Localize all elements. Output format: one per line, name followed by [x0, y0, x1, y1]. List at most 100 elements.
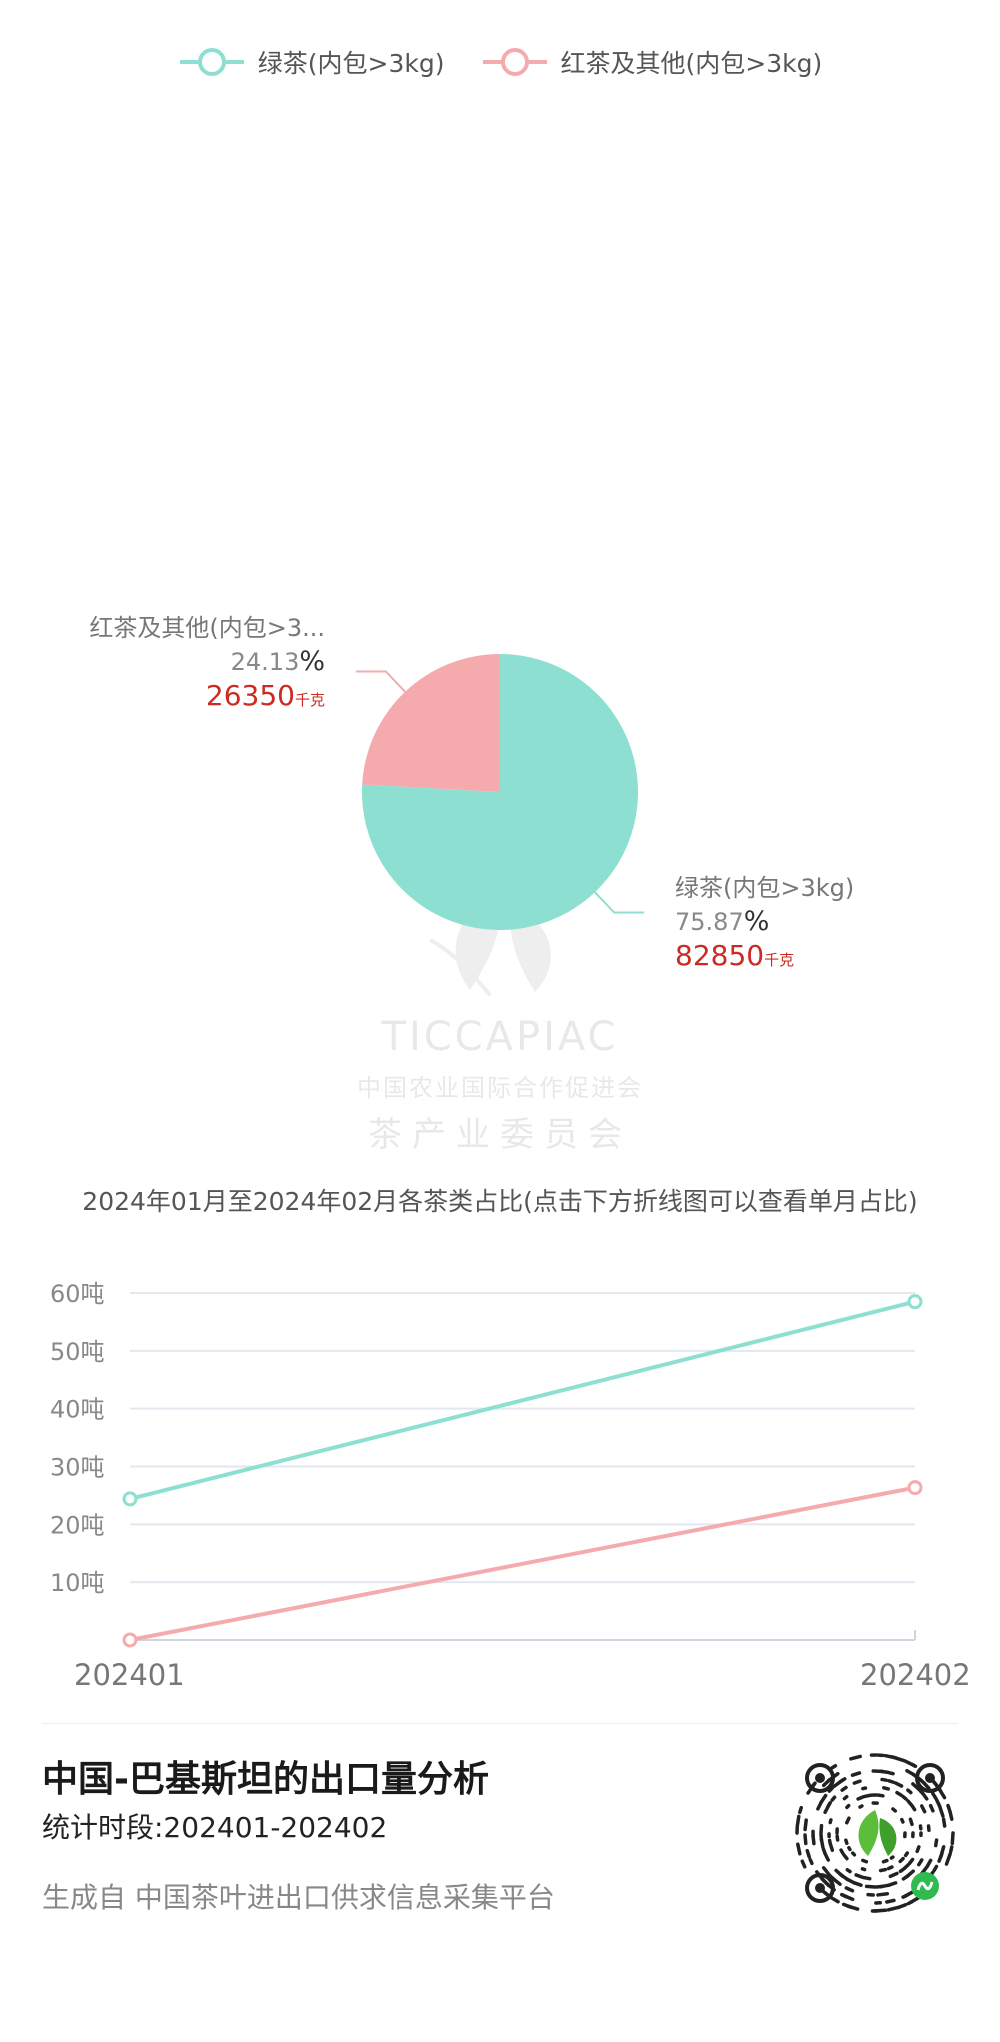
qr-dot: [901, 1794, 908, 1801]
watermark-name: TICCAPIAC: [381, 1014, 619, 1060]
qr-dot: [821, 1846, 827, 1856]
qr-dot: [906, 1799, 914, 1808]
qr-dot: [831, 1897, 840, 1904]
qr-dot: [903, 1851, 910, 1858]
qr-dot: [819, 1823, 824, 1835]
qr-dot: [908, 1817, 914, 1827]
qr-dot: [901, 1874, 910, 1881]
qr-dot: [795, 1814, 801, 1828]
footer-period: 统计时段:202401-202402: [42, 1811, 388, 1844]
line-chart[interactable]: 10吨 20吨 30吨 40吨 50吨 60吨 202401 202402: [0, 1255, 1000, 1695]
pie-slice-1[interactable]: [362, 654, 500, 792]
qr-dot: [920, 1804, 927, 1814]
qr-dot: [861, 1786, 868, 1791]
qr-dot: [901, 1893, 909, 1899]
qr-dot: [800, 1859, 807, 1869]
qr-dot: [886, 1905, 901, 1912]
qr-dot: [893, 1781, 904, 1788]
x-tick-label-1: 202402: [860, 1658, 971, 1692]
line-chart-caption: 2024年01月至2024年02月各茶类占比(点击下方折线图可以查看单月占比): [82, 1187, 918, 1216]
line-point-0-0[interactable]: [122, 1491, 138, 1507]
pie-label-green-tea-value-row: 82850千克: [675, 939, 854, 977]
pie-label-black-tea-percent-sign: %: [299, 646, 325, 677]
qr-dot: [849, 1754, 862, 1761]
qr-dot: [862, 1793, 873, 1799]
qr-dot: [803, 1833, 808, 1846]
qr-dot: [828, 1874, 837, 1882]
pie-label-green-tea-percent-row: 75.87%: [675, 905, 854, 939]
qr-dot: [796, 1842, 802, 1856]
pie-label-green-tea: 绿茶(内包>3kg) 75.87% 82850千克: [675, 872, 854, 977]
legend-item-black-tea[interactable]: 红茶及其他(内包>3kg): [481, 44, 823, 80]
qr-dot: [854, 1873, 865, 1880]
legend-label-black-tea: 红茶及其他(内包>3kg): [560, 49, 823, 78]
line-series-1[interactable]: [129, 1485, 916, 1642]
pie-label-black-tea-percent-row: 24.13%: [70, 645, 325, 679]
pie-leader-line-1: [355, 670, 406, 693]
pie-label-green-tea-percent-sign: %: [743, 906, 770, 937]
qr-dot: [937, 1804, 945, 1818]
qr-leaf-icon: [858, 1810, 879, 1856]
qr-dot: [851, 1851, 857, 1857]
line-series-0[interactable]: [129, 1299, 916, 1501]
qr-dot: [898, 1856, 905, 1864]
qr-dot: [828, 1818, 833, 1825]
pie-label-green-tea-unit: 千克: [764, 951, 795, 969]
qr-dot: [845, 1868, 852, 1874]
qr-dot: [890, 1755, 907, 1763]
qr-dot: [826, 1801, 832, 1808]
qr-dot: [827, 1786, 834, 1793]
qr-dot: [861, 1875, 872, 1881]
qr-dot: [878, 1867, 888, 1873]
qr-dot: [887, 1779, 896, 1784]
x-tick-label-0: 202401: [74, 1658, 185, 1692]
qr-dot: [819, 1793, 828, 1805]
footer-source: 生成自 中国茶叶进出口供求信息采集平台: [42, 1881, 555, 1914]
qr-dot: [827, 1838, 832, 1846]
qr-dot: [915, 1845, 921, 1854]
qr-dot: [895, 1790, 903, 1797]
qr-dot: [798, 1805, 803, 1814]
qr-dot: [910, 1804, 917, 1812]
footer-title: 中国-巴基斯坦的出口量分析: [42, 1759, 489, 1800]
qr-dot: [844, 1838, 849, 1846]
qr-dot: [835, 1834, 840, 1842]
pie-label-green-tea-percent: 75.87: [675, 908, 744, 936]
pie-leader-line-0: [594, 891, 645, 914]
legend-label-green-tea: 绿茶(内包>3kg): [257, 49, 445, 78]
qr-finder-core-2: [815, 1883, 825, 1893]
y-tick-label-4: 50吨: [50, 1338, 105, 1366]
qr-finder-1: [915, 1763, 945, 1793]
qr-dot: [928, 1803, 935, 1813]
qr-finder-0: [805, 1763, 835, 1793]
y-tick-label-1: 20吨: [50, 1511, 105, 1539]
qr-dot: [808, 1857, 814, 1866]
line-point-0-1[interactable]: [907, 1294, 923, 1310]
qr-dot: [841, 1902, 853, 1909]
pie-chart[interactable]: [0, 560, 1000, 1000]
qr-code-icon[interactable]: [790, 1748, 960, 1918]
qr-dot: [844, 1886, 855, 1893]
qr-dot: [839, 1848, 845, 1855]
qr-dot: [937, 1851, 944, 1863]
qr-dot: [842, 1853, 849, 1861]
qr-dot: [950, 1831, 955, 1846]
pie-label-green-tea-value: 82850: [675, 939, 765, 972]
qr-dot: [805, 1848, 811, 1859]
qr-dot: [838, 1777, 847, 1784]
legend-item-green-tea[interactable]: 绿茶(内包>3kg): [178, 44, 445, 80]
qr-dot: [840, 1785, 848, 1792]
qr-dot: [900, 1817, 905, 1824]
divider: [42, 1723, 958, 1724]
qr-dot: [830, 1764, 838, 1770]
qr-dot: [845, 1816, 851, 1825]
qr-dot: [931, 1791, 938, 1801]
qr-dot: [834, 1868, 844, 1878]
legend-marker-green-icon: [179, 48, 244, 76]
qr-dot: [880, 1777, 888, 1782]
qr-finder-2: [805, 1873, 835, 1903]
qr-dot: [922, 1781, 931, 1791]
line-point-1-0[interactable]: [122, 1632, 138, 1648]
qr-dot: [864, 1884, 877, 1889]
line-point-1-1[interactable]: [907, 1480, 923, 1496]
